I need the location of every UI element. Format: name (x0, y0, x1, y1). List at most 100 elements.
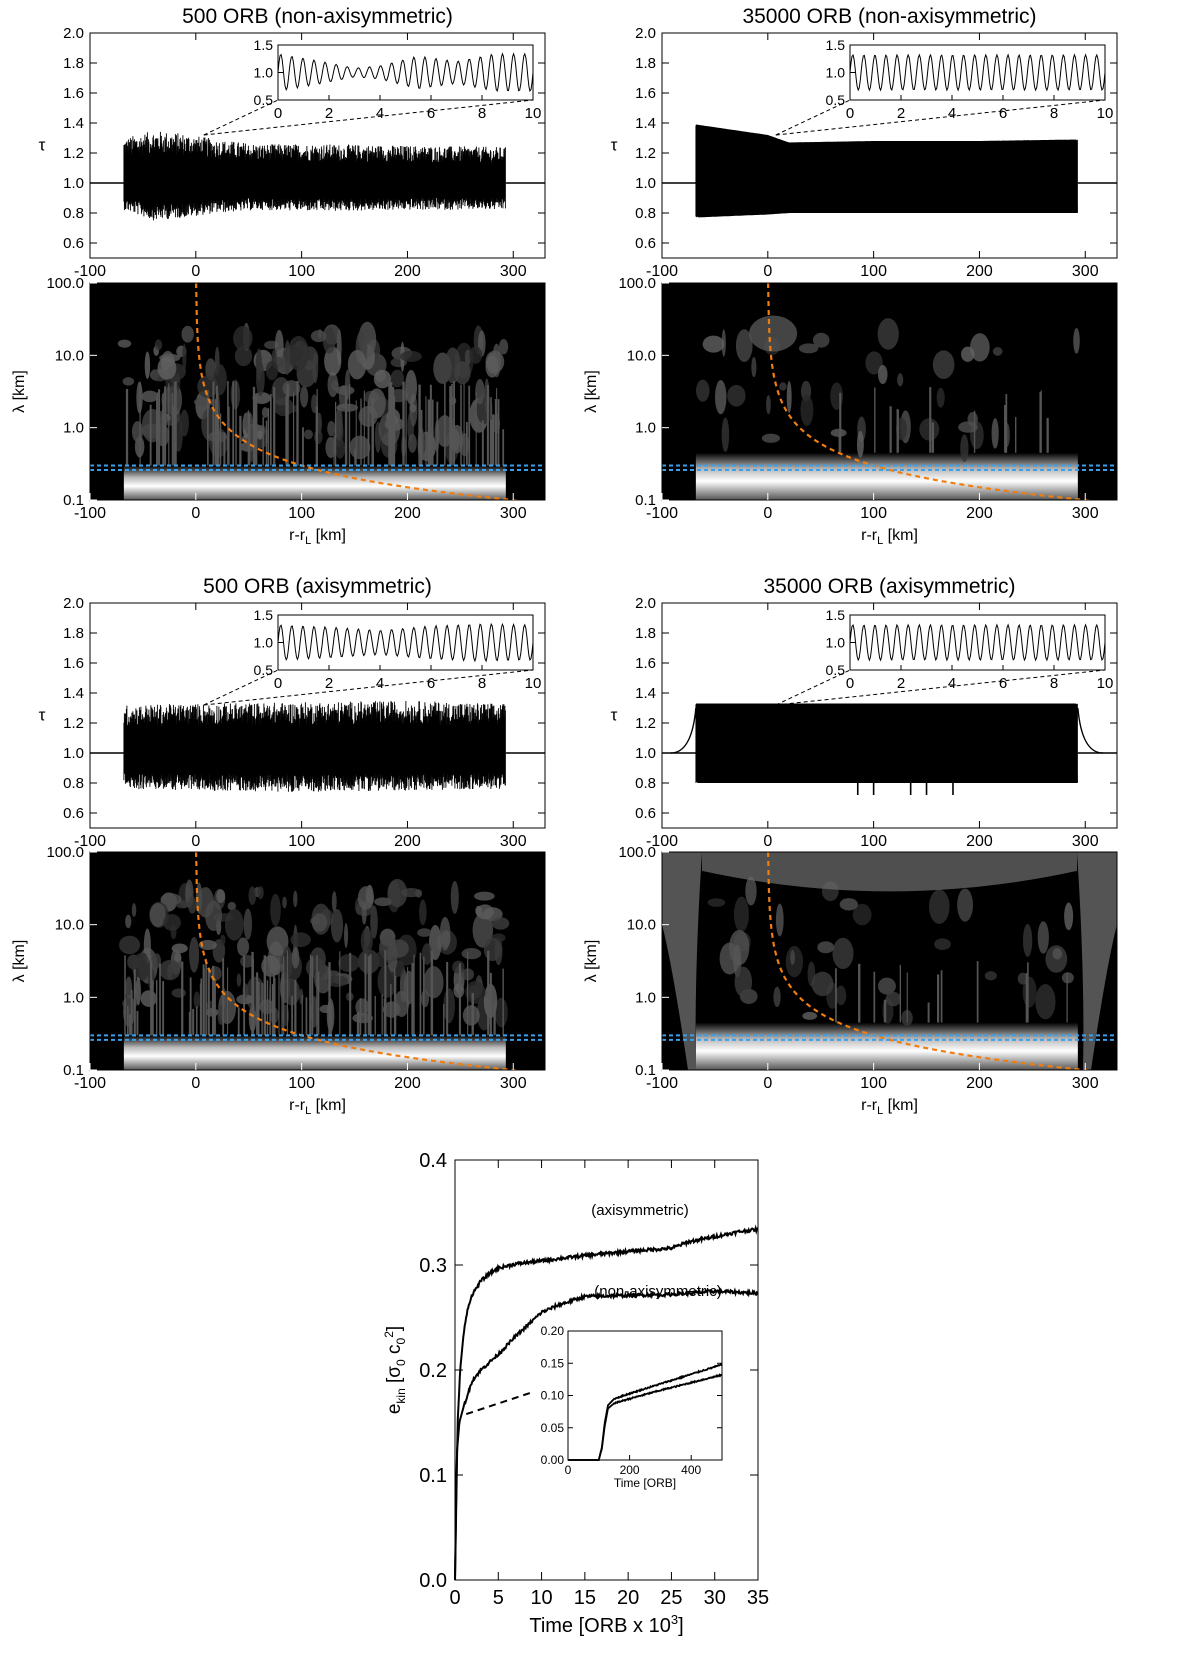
y-tick-label: 1.8 (635, 625, 656, 642)
wavelet-blob (734, 966, 753, 998)
wavelet-blob (300, 385, 309, 408)
tau-signal (123, 700, 506, 792)
wavelet-blob (400, 350, 422, 362)
bright-band (123, 1035, 506, 1070)
x-tick-label: -100 (646, 1075, 678, 1092)
x-tick-label: -100 (74, 833, 106, 850)
wavelet-blob (984, 971, 997, 981)
y-tick-label: 1.6 (63, 655, 84, 672)
wavelet-blob (970, 333, 990, 362)
y-axis-label: τ (611, 706, 618, 725)
wavelet-blob (1064, 902, 1074, 931)
y-tick-label: 100.0 (46, 844, 84, 861)
y-axis-label: τ (39, 706, 46, 725)
wavelet-blob (453, 983, 465, 998)
inset-x-tick-label: 6 (427, 105, 435, 122)
x-axis-label-main: r-r (861, 1097, 878, 1114)
wavelet-blob (936, 387, 945, 408)
wavelet-blob (1073, 328, 1080, 354)
x-tick-label: 300 (1072, 263, 1099, 280)
wavelet-blob (282, 896, 287, 909)
spectrum-panel-1: 0.1 1.0 10.0 100.0 -100 0 100 200 300 r-rL [km] λ … (11, 275, 546, 547)
spectrum-panel-7: 0.1 1.0 10.0 100.0 -100 0 100 200 300 r-rL [km] λ … (583, 844, 1118, 1117)
tau-envelope (695, 703, 1078, 783)
inset-signal (849, 53, 1106, 92)
x-tick-label: -100 (74, 263, 106, 280)
y-tick-label: 1.0 (635, 420, 656, 437)
wavelet-blob (485, 355, 499, 378)
wavelet-blob (715, 379, 727, 415)
x-tick-label: 200 (394, 833, 421, 850)
wavelet-blob (293, 890, 298, 908)
wavelet-blob (344, 923, 349, 948)
spectrum-content (90, 852, 545, 1070)
inset-x-tick-label: 8 (478, 675, 486, 692)
y-tick-label: 1.8 (63, 55, 84, 72)
x-tick-label: 0 (191, 833, 200, 850)
inset-x-tick-label: 4 (948, 675, 956, 692)
tau-panel-6: 35000 ORB (axisymmetric) 0.6 0.8 1.0 1.2 1.4 1… (611, 575, 1118, 850)
x-tick-label: 200 (394, 505, 421, 522)
tau-envelope (695, 124, 1078, 218)
orange-dashed-curve (195, 852, 526, 1070)
x-tick-label: 100 (860, 505, 887, 522)
wavelet-blob (491, 917, 510, 930)
wavelet-blob (375, 950, 388, 968)
wavelet-blob (472, 912, 494, 948)
x-tick-label: 25 (660, 1587, 682, 1609)
y-tick-label: 2.0 (63, 25, 84, 42)
x-tick-label: 300 (1072, 1075, 1099, 1092)
x-tick-label: 200 (966, 833, 993, 850)
inset-y-tick-label: 0.10 (541, 1389, 565, 1403)
x-tick-label: 0 (763, 1075, 772, 1092)
y-label-close: ] (384, 1326, 405, 1331)
wavelet-blob (220, 934, 226, 946)
x-tick-label: 100 (288, 505, 315, 522)
wavelet-blob (733, 896, 749, 933)
wavelet-blob (468, 985, 479, 1001)
x-tick-label: 300 (1072, 505, 1099, 522)
inset-x-tick-label: 6 (999, 105, 1007, 122)
wavelet-blob (257, 430, 263, 440)
wavelet-blob (802, 1011, 818, 1020)
wavelet-blob (877, 318, 899, 350)
x-tick-label: 200 (394, 263, 421, 280)
wavelet-blob (324, 346, 342, 376)
wavelet-blob (125, 914, 132, 929)
wavelet-blob (331, 891, 337, 913)
x-tick-label: 15 (574, 1587, 596, 1609)
wavelet-blob (761, 433, 781, 443)
wavelet-blob (409, 403, 417, 413)
x-axis-label-main: r-r (289, 527, 306, 544)
wavelet-blob (266, 926, 289, 957)
y-label-sup2: 2 (382, 1331, 396, 1338)
wavelet-blob (205, 358, 217, 381)
inset-y-tick-label: 0.5 (826, 92, 846, 108)
wavelet-blob (790, 949, 795, 965)
wavelet-blob (812, 332, 830, 348)
tau-panel-0: 500 ORB (non-axisymmetric) 0.6 0.8 1.0 1.2 1.… (39, 5, 546, 280)
y-tick-label: 0.8 (63, 205, 84, 222)
wavelet-blob (157, 356, 177, 380)
wavelet-blob (216, 889, 226, 904)
wavelet-blob (227, 901, 236, 911)
wavelet-blob (122, 998, 138, 1010)
zoom-guide (203, 669, 534, 706)
x-tick-label: -100 (74, 1075, 106, 1092)
inset-x-tick-label: 2 (897, 675, 905, 692)
wavelet-blob (193, 991, 200, 1009)
wavelet-blob (766, 395, 771, 415)
wavelet-blob (439, 916, 451, 951)
inset-y-tick-label: 1.0 (826, 65, 846, 81)
wavelet-blob (291, 946, 300, 969)
inset-x-tick-label: 200 (620, 1463, 640, 1477)
panel-title: 500 ORB (axisymmetric) (203, 575, 432, 598)
plot-frame (89, 32, 546, 259)
x-tick-label: 200 (966, 505, 993, 522)
inset-x-tick-label: 400 (681, 1463, 701, 1477)
wavelet-blob (327, 420, 336, 437)
x-tick-label: 200 (966, 1075, 993, 1092)
wavelet-blob (140, 990, 157, 1007)
x-tick-label: 100 (288, 833, 315, 850)
